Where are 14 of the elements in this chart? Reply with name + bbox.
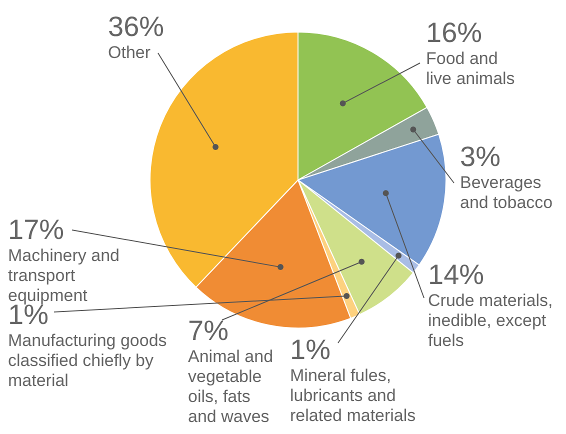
slice-label: Beverages and tobacco bbox=[460, 173, 553, 212]
data-label: 7% bbox=[188, 315, 228, 346]
slice-label: Crude materials, inedible, except fuels bbox=[428, 291, 553, 350]
slice-label: Animal and vegetable oils, fats and waves bbox=[188, 347, 274, 426]
slice-label: Mineral fules, lubricants and related materials bbox=[290, 366, 416, 425]
data-label: 3% bbox=[460, 141, 500, 172]
slice-label: Food and live animals bbox=[426, 49, 515, 88]
slice-label: Manufacturing goods classified chiefly by material bbox=[8, 331, 167, 390]
data-label: 17% bbox=[8, 214, 64, 245]
data-label: 1% bbox=[290, 334, 330, 365]
data-label: 16% bbox=[426, 17, 482, 48]
data-label: 36% bbox=[108, 11, 164, 42]
data-label: 14% bbox=[428, 259, 484, 290]
slice-label: Other bbox=[108, 43, 151, 62]
